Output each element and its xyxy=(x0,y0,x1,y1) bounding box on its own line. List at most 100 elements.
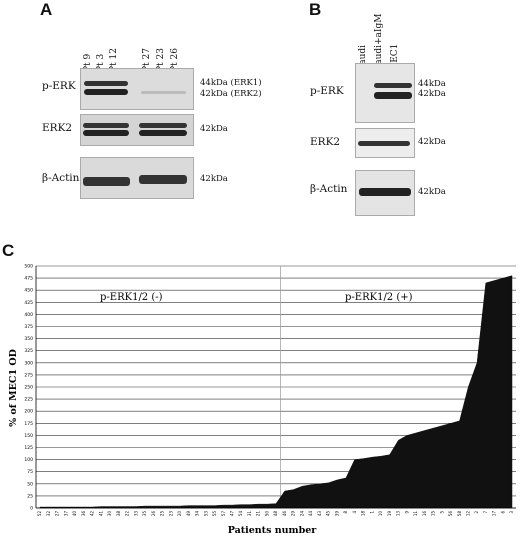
band xyxy=(141,91,186,94)
x-tick-label: 21 xyxy=(256,511,261,517)
x-tick-label: 23 xyxy=(168,511,173,517)
panel-c-letter: C xyxy=(2,241,15,260)
x-tick-label: 49 xyxy=(186,511,191,517)
y-tick-label: 225 xyxy=(24,397,33,403)
band xyxy=(139,130,187,136)
area-series xyxy=(39,275,513,509)
y-tick-label: 350 xyxy=(24,336,33,342)
panel-a-letter: A xyxy=(40,0,53,19)
mw-label-b: 44kDa xyxy=(418,79,446,89)
x-tick-label: 7 xyxy=(483,511,488,514)
blot-erk2-a xyxy=(80,114,194,146)
y-tick-label: 25 xyxy=(27,493,33,499)
y-tick-label: 125 xyxy=(24,445,33,451)
x-tick-label: 34 xyxy=(195,511,200,517)
x-tick-label: 43 xyxy=(317,511,322,517)
mw-label-a: 44kDa (ERK1) xyxy=(200,78,262,88)
row-label-perk-b: p-ERK xyxy=(310,85,344,97)
x-tick-label: 15 xyxy=(431,511,436,517)
y-tick-label: 500 xyxy=(24,264,33,270)
x-tick-label: 39 xyxy=(334,511,339,517)
y-tick-label: 200 xyxy=(24,409,33,415)
y-tick-label: 150 xyxy=(24,433,33,439)
x-tick-label: 41 xyxy=(98,511,103,517)
x-tick-label: 29 xyxy=(291,511,296,517)
x-tick-label: 36 xyxy=(81,511,86,517)
x-tick-label: 37 xyxy=(63,511,68,517)
chart-area-series xyxy=(39,275,513,509)
y-tick-label: 50 xyxy=(27,481,33,487)
x-tick-label: 17 xyxy=(492,511,497,517)
blot-actin-b xyxy=(355,170,415,216)
x-tick-label: 1 xyxy=(369,511,374,514)
x-tick-label: 27 xyxy=(55,511,60,517)
mw-label-b: 42kDa xyxy=(418,137,446,147)
x-tick-label: 38 xyxy=(116,511,121,517)
y-tick-label: 75 xyxy=(27,469,33,475)
band xyxy=(84,89,128,95)
y-tick-label: 0 xyxy=(30,506,33,512)
y-axis-label: % of MEC1 OD xyxy=(8,349,19,427)
x-tick-label: 52 xyxy=(37,511,42,517)
mw-label-a: 42kDa xyxy=(200,174,228,184)
x-tick-label: 5 xyxy=(439,511,444,514)
mw-label-a: 42kDa (ERK2) xyxy=(200,89,262,99)
x-tick-label: 6 xyxy=(500,511,505,514)
band xyxy=(374,83,412,88)
x-tick-label: 46 xyxy=(282,511,287,517)
x-tick-label: 2 xyxy=(474,511,479,514)
x-tick-label: 40 xyxy=(72,511,77,517)
x-tick-label: 3 xyxy=(509,511,514,514)
annotation-positive: p-ERK1/2 (+) xyxy=(345,292,413,303)
band xyxy=(83,130,129,136)
x-tick-label: 31 xyxy=(247,511,252,517)
x-tick-label: 44 xyxy=(308,511,313,517)
x-tick-label: 4 xyxy=(352,511,357,514)
blot-erk2-b xyxy=(355,128,415,158)
y-tick-label: 325 xyxy=(24,348,33,354)
row-label-perk-a: p-ERK xyxy=(42,80,76,92)
band xyxy=(83,123,129,128)
x-tick-label: 11 xyxy=(413,511,418,517)
x-tick-label: 35 xyxy=(142,511,147,517)
band xyxy=(358,141,410,146)
chart-axes xyxy=(35,266,516,509)
x-tick-label: 16 xyxy=(422,511,427,517)
y-tick-label: 300 xyxy=(24,360,33,366)
panel-b-letter: B xyxy=(309,0,322,19)
x-tick-label: 30 xyxy=(107,511,112,517)
x-tick-label: 53 xyxy=(203,511,208,517)
x-tick-label: 26 xyxy=(151,511,156,517)
x-tick-label: 10 xyxy=(378,511,383,517)
x-tick-label: 54 xyxy=(238,511,243,517)
x-tick-label: 33 xyxy=(133,511,138,517)
x-tick-label: 42 xyxy=(90,511,95,517)
row-label-erk2-b: ERK2 xyxy=(310,136,341,148)
blot-perk-a xyxy=(80,68,194,110)
y-tick-label: 250 xyxy=(24,385,33,391)
x-tick-label: 57 xyxy=(221,511,226,517)
y-tick-label: 100 xyxy=(24,457,33,463)
x-tick-label: 25 xyxy=(160,511,165,517)
x-tick-label: 22 xyxy=(125,511,130,517)
x-tick-label: 19 xyxy=(387,511,392,517)
mw-label-a: 42kDa xyxy=(200,124,228,134)
y-tick-label: 475 xyxy=(24,276,33,282)
x-tick-label: 18 xyxy=(361,511,366,517)
band xyxy=(374,92,412,99)
x-tick-label: 20 xyxy=(177,511,182,517)
x-tick-label: 50 xyxy=(264,511,269,517)
x-tick-label: 13 xyxy=(396,511,401,517)
y-tick-label: 400 xyxy=(24,312,33,318)
band xyxy=(84,81,128,86)
mw-label-b: 42kDa xyxy=(418,89,446,99)
chart-grid xyxy=(36,265,516,509)
band xyxy=(359,188,411,196)
x-tick-label: 9 xyxy=(404,511,409,514)
band xyxy=(139,123,187,128)
y-tick-label: 450 xyxy=(24,288,33,294)
band xyxy=(83,177,130,186)
x-tick-label: 32 xyxy=(46,511,51,517)
x-tick-label: 12 xyxy=(465,511,470,517)
